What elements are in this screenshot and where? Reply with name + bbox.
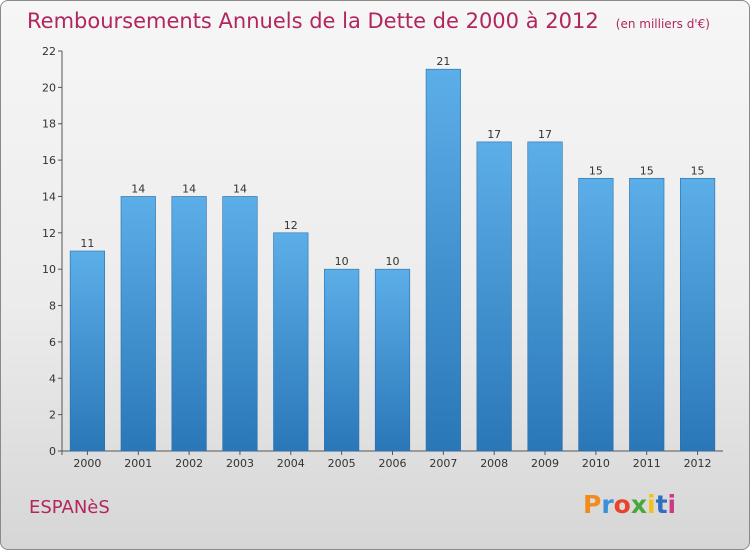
bar [374, 268, 411, 452]
bar-value-label: 15 [640, 164, 654, 177]
bar-value-label: 15 [691, 164, 705, 177]
bar-value-label: 10 [335, 255, 349, 268]
x-tick-label: 2011 [633, 457, 661, 470]
bar-value-label: 12 [284, 219, 298, 232]
x-tick-label: 2001 [124, 457, 152, 470]
bar [69, 250, 106, 452]
bar-value-label: 17 [538, 128, 552, 141]
bar [324, 268, 360, 452]
chart-subtitle: (en milliers d'€) [615, 17, 710, 31]
y-tick-label: 16 [42, 154, 56, 167]
chart-title: Remboursements Annuels de la Dette de 20… [27, 9, 599, 33]
y-tick-label: 18 [42, 118, 56, 131]
bar-value-label: 11 [80, 237, 94, 250]
bar [578, 177, 614, 452]
logo-letter: i [647, 490, 656, 519]
bar [222, 196, 258, 452]
y-tick-label: 20 [42, 81, 56, 94]
y-tick-label: 4 [49, 372, 56, 385]
bar [527, 141, 563, 452]
commune-name: ESPANèS [29, 497, 110, 518]
y-tick-label: 12 [42, 227, 56, 240]
x-tick-label: 2000 [73, 457, 101, 470]
x-tick-label: 2003 [226, 457, 254, 470]
bar-value-label: 15 [589, 164, 603, 177]
bar-value-label: 14 [131, 182, 145, 195]
bar-value-label: 17 [487, 128, 501, 141]
x-tick-label: 2002 [175, 457, 203, 470]
y-tick-label: 22 [42, 45, 56, 58]
x-tick-label: 2004 [277, 457, 305, 470]
y-tick-label: 8 [49, 300, 56, 313]
y-tick-label: 6 [49, 336, 56, 349]
logo-letter: x [630, 490, 647, 519]
bar [629, 177, 665, 452]
logo-letter: P [583, 490, 602, 519]
y-tick-label: 2 [49, 409, 56, 422]
bar [273, 232, 309, 452]
title-row: Remboursements Annuels de la Dette de 20… [27, 9, 710, 33]
proxiti-logo: Proxiti [583, 490, 676, 519]
x-tick-label: 2008 [480, 457, 508, 470]
x-tick-label: 2009 [531, 457, 559, 470]
bar [679, 177, 716, 452]
x-tick-label: 2010 [582, 457, 610, 470]
y-tick-label: 10 [42, 263, 56, 276]
logo-letter: o [613, 490, 631, 519]
x-tick-label: 2007 [429, 457, 457, 470]
y-tick-label: 14 [42, 190, 56, 203]
bar-value-label: 10 [386, 255, 400, 268]
logo-letter: i [667, 490, 677, 519]
x-tick-label: 2012 [684, 457, 712, 470]
bar [476, 141, 512, 452]
bar [425, 68, 461, 452]
bar [171, 196, 207, 452]
logo-letter: t [655, 490, 668, 519]
bar-value-label: 14 [233, 182, 247, 195]
bar [120, 196, 156, 452]
x-tick-label: 2006 [379, 457, 407, 470]
bar-value-label: 14 [182, 182, 196, 195]
logo-letter: r [601, 490, 614, 519]
x-tick-label: 2005 [328, 457, 356, 470]
y-tick-label: 0 [49, 445, 56, 458]
bar-value-label: 21 [436, 55, 450, 68]
